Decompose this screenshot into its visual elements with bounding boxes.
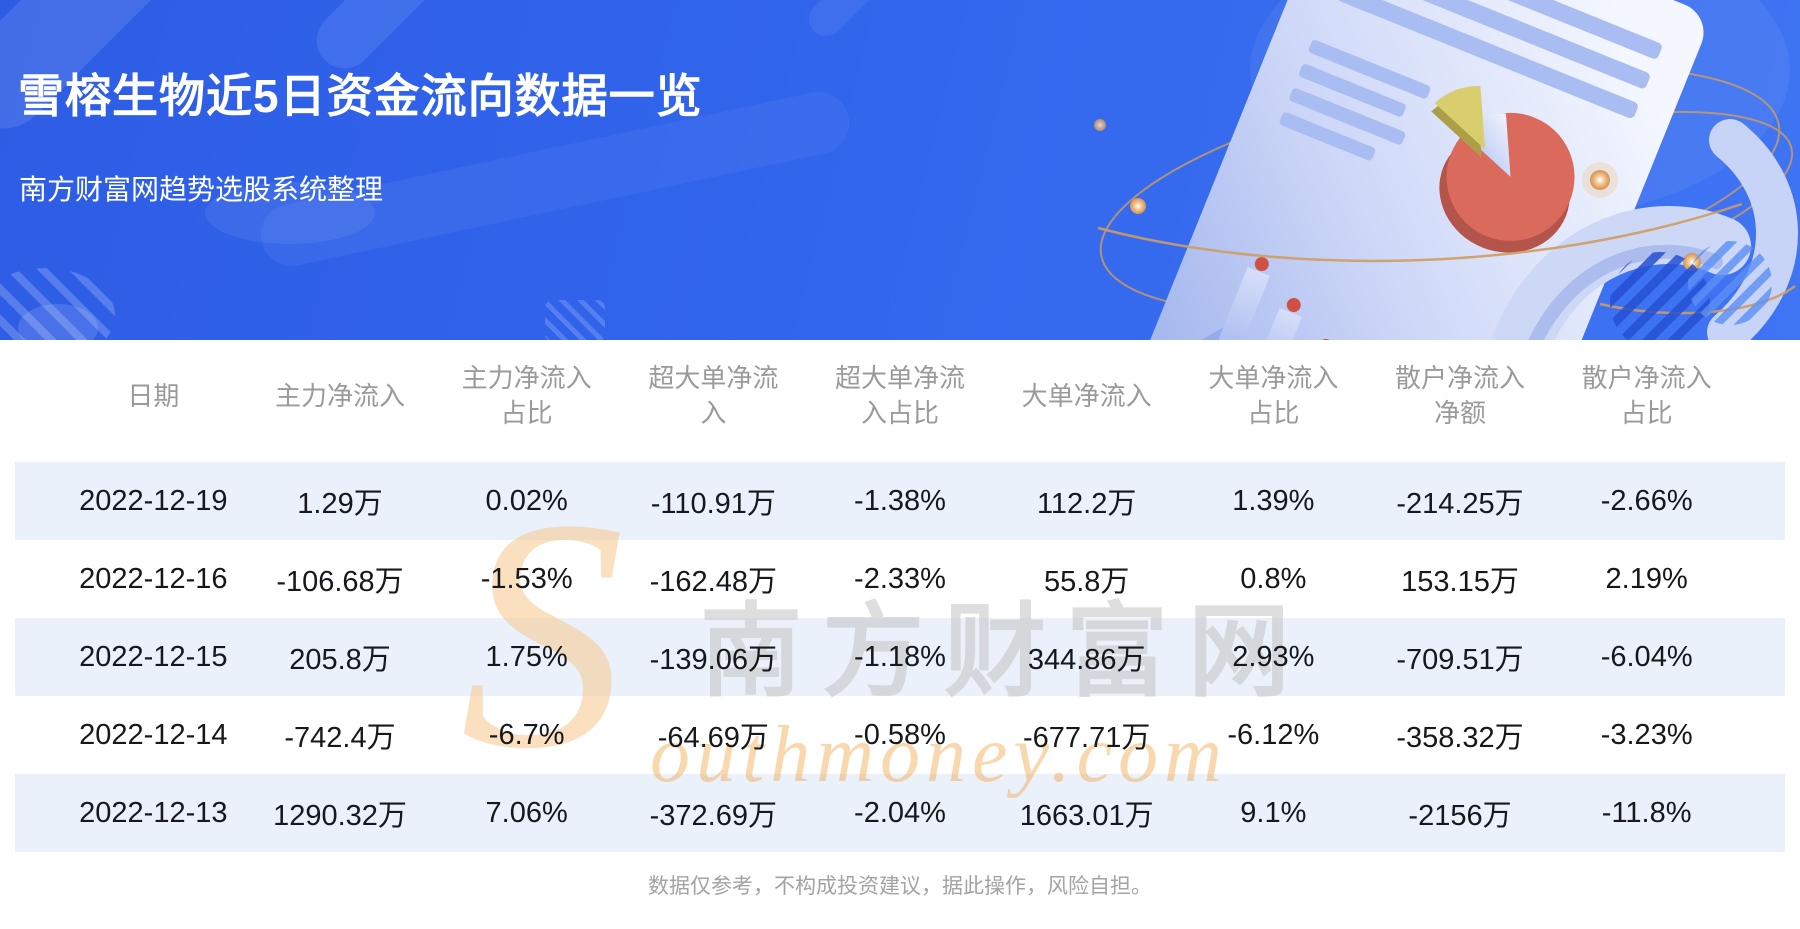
banner-illustration — [1094, 0, 1798, 340]
cell: -709.51万 — [1396, 644, 1524, 676]
cell: -6.04% — [1600, 640, 1693, 673]
fund-flow-table: S 南方财富网 outhmoney.com 日期 主力净流入 主力净流入 占比 超… — [15, 340, 1785, 852]
banner: 雪榕生物近5日资金流向数据一览 南方财富网趋势选股系统整理 — [0, 0, 1800, 340]
cell: 1290.32万 — [273, 800, 407, 832]
cell: -214.25万 — [1396, 488, 1524, 520]
table-row: 2022-12-14 -742.4万 -6.7% -64.69万 -0.58% … — [15, 696, 1785, 774]
cell: -139.06万 — [649, 644, 777, 676]
cell: 344.86万 — [1027, 644, 1146, 676]
cell: -1.38% — [854, 484, 946, 517]
cell-date: 2022-12-14 — [79, 718, 228, 751]
cell: -6.12% — [1227, 718, 1320, 751]
cell: 7.06% — [485, 796, 568, 829]
header-date: 日期 — [127, 380, 180, 411]
table-row: 2022-12-19 1.29万 0.02% -110.91万 -1.38% 1… — [15, 462, 1785, 540]
cell: 2.19% — [1605, 562, 1688, 595]
cell: -2.04% — [854, 796, 946, 829]
banner-decoration — [0, 268, 115, 340]
cell: -1.53% — [480, 562, 573, 595]
cell: -742.4万 — [284, 722, 396, 754]
cell: 1663.01万 — [1019, 800, 1154, 832]
header-retail-net-inflow: 散户净流入 净额 — [1394, 363, 1525, 428]
cell: -2.33% — [854, 562, 946, 595]
header-main-net-inflow: 主力净流入 — [274, 380, 405, 411]
cell: -372.69万 — [649, 800, 777, 832]
cell: -11.8% — [1601, 796, 1692, 829]
header-xl-order-net-inflow: 超大单净流入 — [648, 363, 779, 428]
cell: 205.8万 — [289, 644, 391, 676]
cell: -677.71万 — [1022, 722, 1151, 754]
cell-date: 2022-12-16 — [79, 562, 228, 595]
header-large-order-net-inflow: 大单净流入 — [1021, 380, 1152, 411]
cell: -162.48万 — [649, 566, 777, 598]
table-row: 2022-12-15 205.8万 1.75% -139.06万 -1.18% … — [15, 618, 1785, 696]
banner-decoration — [545, 300, 605, 340]
cell: 0.8% — [1240, 562, 1307, 595]
footer-disclaimer: 数据仅参考，不构成投资建议，据此操作，风险自担。 — [648, 875, 1152, 898]
cell: 2.93% — [1232, 640, 1315, 673]
header-large-order-net-inflow-ratio: 大单净流入 占比 — [1208, 363, 1339, 428]
cell: 1.39% — [1232, 484, 1315, 517]
page-subtitle: 南方财富网趋势选股系统整理 — [19, 174, 384, 205]
cell: 0.02% — [485, 484, 568, 517]
cell-date: 2022-12-19 — [79, 484, 228, 517]
cell: 153.15万 — [1401, 566, 1519, 598]
cell: 112.2万 — [1036, 488, 1137, 520]
cell: -358.32万 — [1396, 722, 1524, 754]
cell: -0.58% — [854, 718, 946, 751]
page-title: 雪榕生物近5日资金流向数据一览 — [18, 70, 703, 122]
cell: 1.75% — [485, 640, 568, 673]
table-row: 2022-12-13 1290.32万 7.06% -372.69万 -2.04… — [15, 774, 1785, 852]
cell: 9.1% — [1240, 796, 1307, 829]
table-row: 2022-12-16 -106.68万 -1.53% -162.48万 -2.3… — [15, 540, 1785, 618]
cell: 55.8万 — [1043, 566, 1130, 598]
header-main-net-inflow-ratio: 主力净流入 占比 — [461, 363, 592, 428]
cell: -2156万 — [1408, 800, 1512, 832]
cell-date: 2022-12-15 — [79, 640, 228, 673]
banner-decoration — [802, 0, 894, 43]
header-xl-order-net-inflow-ratio: 超大单净流 入占比 — [834, 363, 965, 428]
banner-decoration — [18, 304, 98, 340]
cell: 1.29万 — [297, 488, 383, 520]
cell: -1.18% — [854, 640, 946, 673]
cell: -6.7% — [488, 718, 565, 751]
cell-date: 2022-12-13 — [79, 796, 228, 829]
header-retail-net-inflow-ratio: 散户净流入 占比 — [1581, 363, 1712, 428]
cell: -106.68万 — [276, 566, 404, 598]
table-header-row: 日期 主力净流入 主力净流入 占比 超大单净流入 超大单净流 入占比 大单净流入 大… — [15, 340, 1785, 462]
cell: -110.91万 — [650, 488, 776, 520]
cell: -3.23% — [1600, 718, 1693, 751]
cell: -2.66% — [1600, 484, 1693, 517]
cell: -64.69万 — [657, 722, 769, 754]
